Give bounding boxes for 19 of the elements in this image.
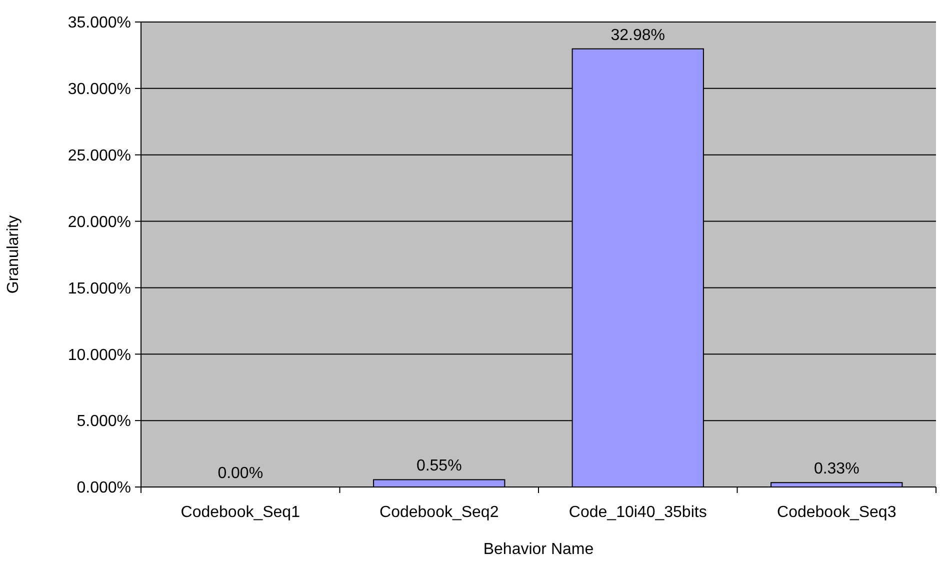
y-axis-title: Granularity	[5, 215, 22, 294]
y-tick-label: 10.000%	[68, 346, 131, 364]
y-tick-label: 5.000%	[76, 413, 131, 430]
x-tick-label: Codebook_Seq1	[180, 504, 300, 521]
y-tick-label: 0.000%	[76, 480, 131, 497]
y-tick-label: 35.000%	[68, 14, 131, 32]
y-tick-label: 25.000%	[68, 147, 131, 164]
data-label: 0.55%	[416, 458, 462, 475]
x-tick-label: Codebook_Seq3	[777, 504, 896, 521]
data-label: 0.00%	[218, 465, 264, 482]
x-tick-label: Codebook_Seq2	[380, 504, 499, 521]
data-label: 0.33%	[814, 460, 860, 478]
data-label: 32.98%	[610, 26, 666, 44]
y-tick-label: 30.000%	[68, 81, 131, 98]
x-tick-label: Code_10i40_35bits	[568, 504, 707, 521]
x-axis-title: Behavior Name	[483, 541, 594, 558]
y-tick-label: 15.000%	[68, 280, 131, 298]
y-tick-label: 20.000%	[68, 214, 131, 231]
bar	[373, 479, 506, 488]
